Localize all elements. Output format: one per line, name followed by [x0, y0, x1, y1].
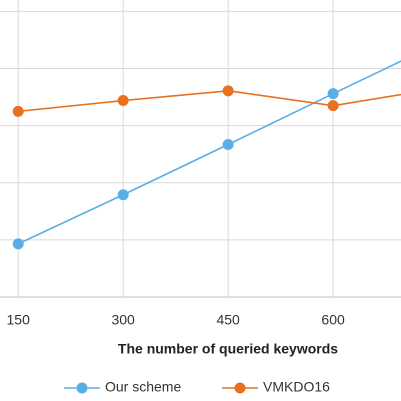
legend-label: Our scheme: [105, 379, 181, 395]
x-axis-title: The number of queried keywords: [118, 341, 338, 357]
legend-marker: [234, 382, 246, 394]
x-tick-label: 600: [321, 312, 345, 328]
data-point: [222, 85, 234, 97]
series-line: [17, 60, 401, 245]
data-point: [12, 238, 24, 250]
plot-area: [12, 60, 401, 250]
data-point: [327, 88, 339, 100]
data-point: [222, 139, 234, 151]
data-point: [12, 105, 24, 117]
legend-marker: [76, 382, 88, 394]
x-tick-label: 300: [111, 312, 135, 328]
series-line: [18, 90, 401, 113]
grid: [0, 0, 401, 298]
x-tick-label: 150: [7, 312, 31, 328]
data-point: [327, 100, 339, 112]
data-point: [117, 95, 129, 107]
x-tick-label: 450: [216, 312, 240, 328]
legend-label: VMKDO16: [263, 379, 330, 395]
data-point: [117, 189, 129, 201]
legend: Our scheme VMKDO16: [64, 379, 330, 395]
